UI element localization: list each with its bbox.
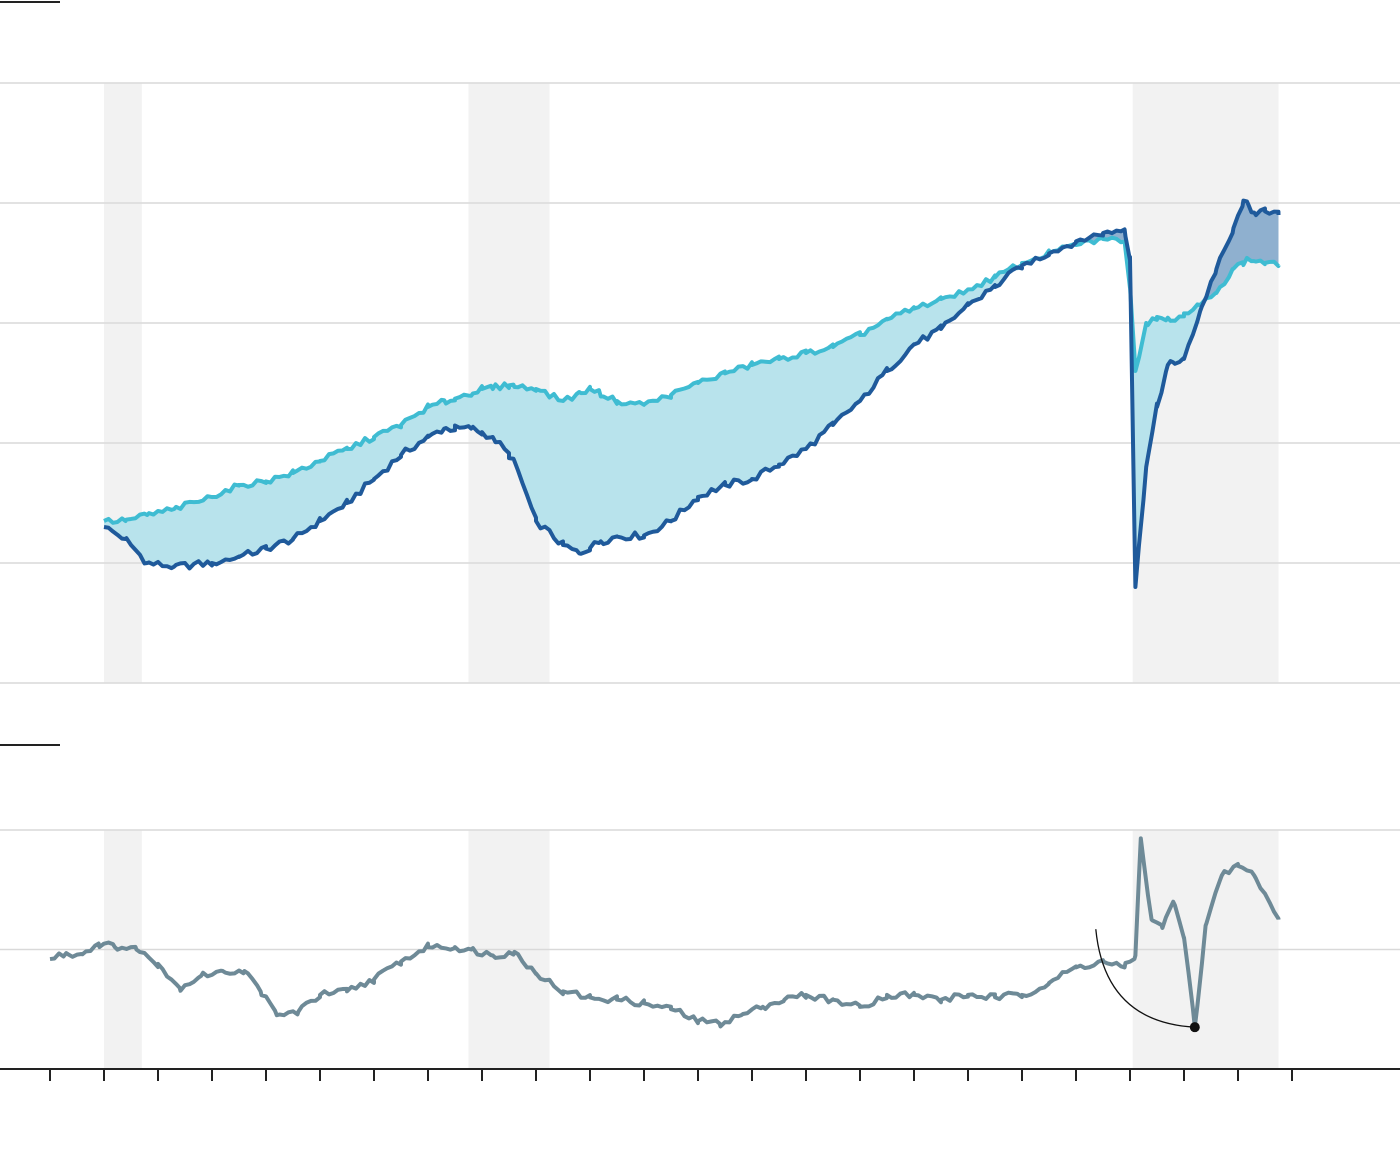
x-axis [0,1068,1400,1081]
top-series-b-line [103,235,1281,525]
bottom-ratio-line [49,836,1281,1030]
top-series-lines [103,198,1281,589]
top-panel [0,1,1400,684]
bottom-annotation [1095,929,1200,1033]
annotation-dot [1189,1022,1200,1033]
bottom-gridlines [0,829,1400,951]
top-gap-fills [104,200,1279,587]
bottom-panel [0,744,1400,1081]
top-shade-0 [104,83,142,683]
annotation-leader-line [1095,929,1195,1028]
top-shaded-periods [104,83,1279,683]
bottom-series-lines [49,836,1281,1030]
top-series-a-line [103,198,1281,589]
top-gap-fill-10 [1130,257,1207,587]
top-gap-fill-0 [104,265,1018,569]
top-gap-fill-11 [1201,200,1279,307]
top-shade-1 [468,83,550,683]
